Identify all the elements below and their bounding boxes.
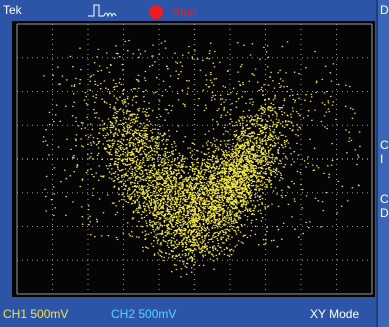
- side-label: D: [380, 3, 389, 17]
- graticule-area: [12, 21, 375, 297]
- side-label: I: [380, 152, 383, 166]
- side-label: D: [380, 206, 389, 220]
- page: {"header": {"brand": "Tek", "status": "S…: [0, 0, 389, 327]
- brand: Tek: [3, 3, 23, 17]
- stop-indicator: [149, 5, 163, 19]
- ch2-scale: CH2 500mV: [111, 307, 176, 321]
- ch1-scale: CH1 500mV: [3, 307, 68, 321]
- side-label: C: [380, 138, 389, 152]
- display-mode: XY Mode: [310, 307, 359, 321]
- oscilloscope-screen: Tek Stop CH1 500mV CH2 500mV XY Mode D C…: [0, 0, 389, 327]
- side-label: C: [380, 192, 389, 206]
- run-status: Stop: [172, 5, 197, 19]
